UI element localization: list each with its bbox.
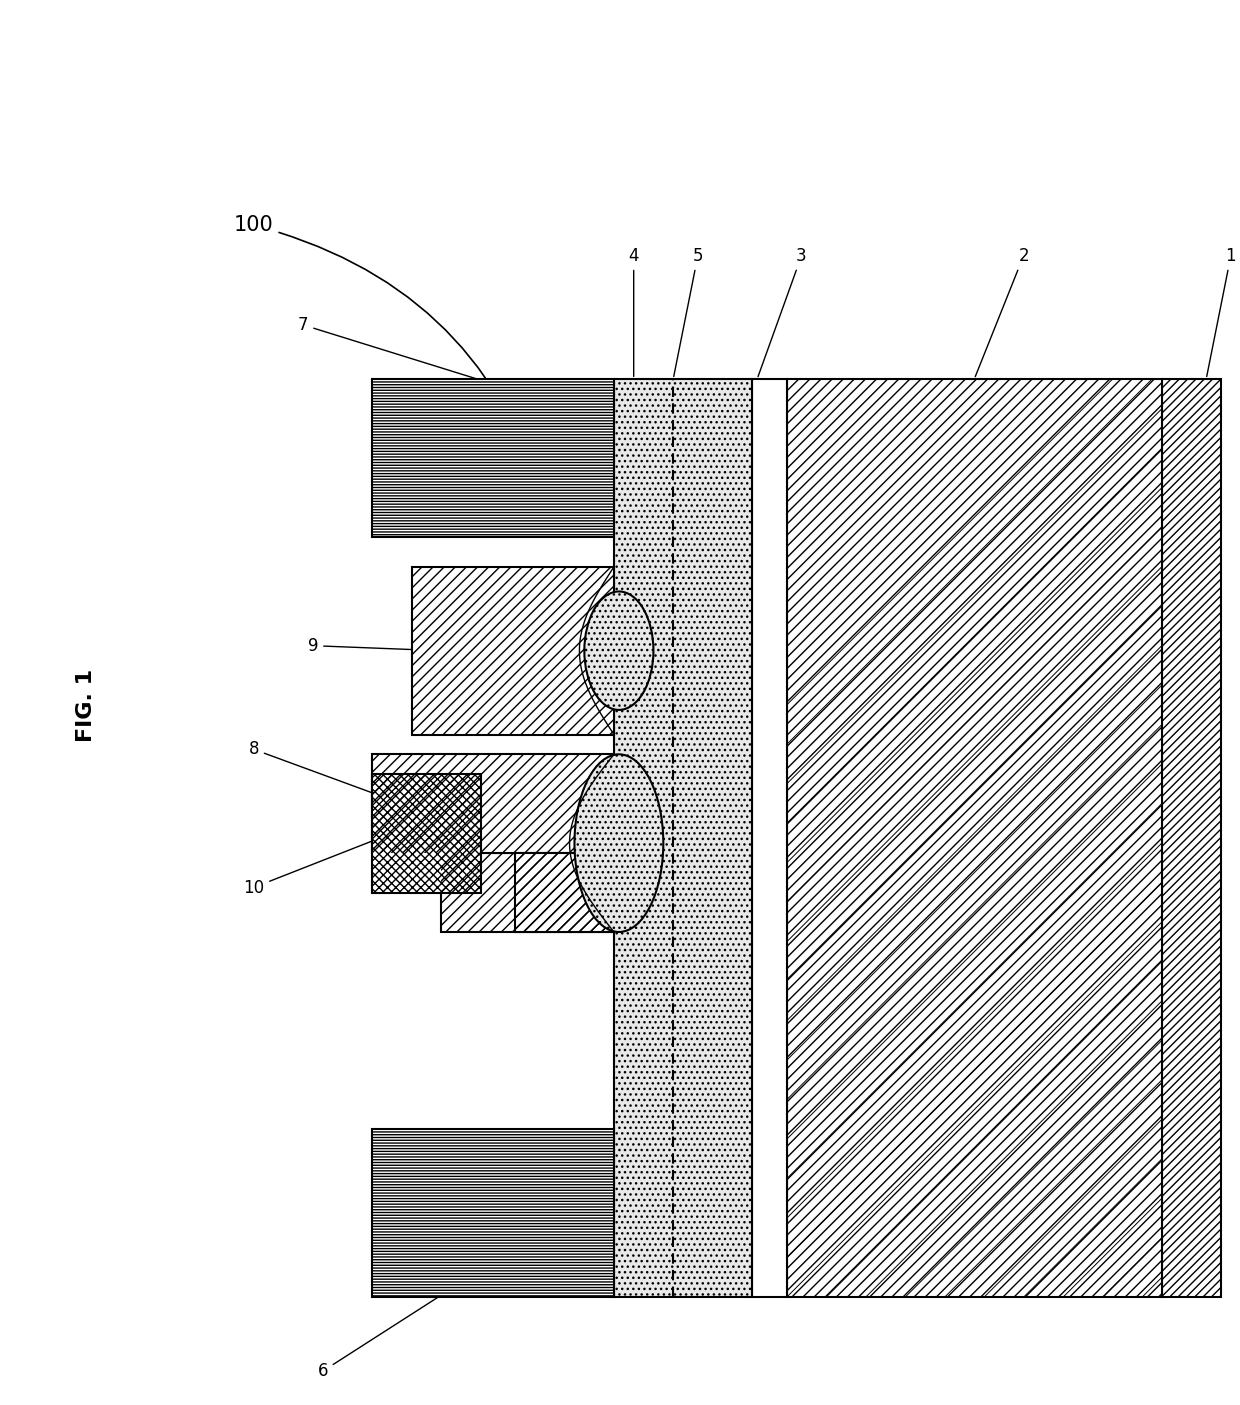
Bar <box>1162 379 1221 1297</box>
Text: 6: 6 <box>317 1279 466 1380</box>
Bar <box>441 853 614 932</box>
Bar <box>372 754 614 853</box>
Bar <box>372 774 481 892</box>
Bar <box>786 379 1162 1297</box>
Bar <box>372 1130 614 1297</box>
Bar <box>614 379 753 1297</box>
Text: 9: 9 <box>308 636 439 655</box>
Bar <box>372 754 614 853</box>
Bar <box>372 379 614 537</box>
Text: 2: 2 <box>975 247 1029 377</box>
Bar <box>441 853 614 932</box>
Bar <box>516 853 614 932</box>
Ellipse shape <box>584 592 653 710</box>
Text: 12: 12 <box>425 804 601 887</box>
Bar <box>614 379 753 1297</box>
Text: 10: 10 <box>243 835 389 896</box>
Text: 3: 3 <box>758 247 807 377</box>
Bar <box>516 853 614 932</box>
Text: 1: 1 <box>1207 247 1236 377</box>
Bar <box>412 566 614 735</box>
Text: 4: 4 <box>629 247 639 377</box>
Bar <box>753 379 786 1297</box>
Bar <box>1162 379 1221 1297</box>
Text: 100: 100 <box>234 215 551 523</box>
Text: 8: 8 <box>248 740 399 802</box>
Text: 7: 7 <box>298 316 538 398</box>
Ellipse shape <box>574 754 663 932</box>
Bar <box>412 566 614 735</box>
Bar <box>372 774 481 892</box>
Bar <box>786 379 1162 1297</box>
Bar <box>372 379 614 537</box>
Bar <box>372 1130 614 1297</box>
Text: 5: 5 <box>673 247 703 377</box>
Text: FIG. 1: FIG. 1 <box>76 669 95 742</box>
